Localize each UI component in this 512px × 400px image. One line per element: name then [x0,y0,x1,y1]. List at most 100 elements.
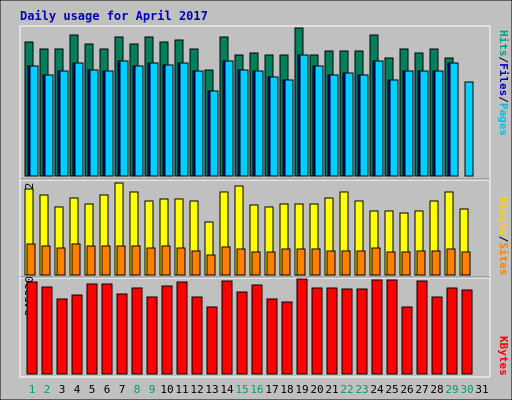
bar-bottom-kbytes-day-30 [461,289,473,375]
bar-bottom-kbytes-day-7 [116,293,128,375]
day-label-17: 17 [265,383,278,396]
bar-middle-sites-day-11 [176,247,186,276]
bar-middle-sites-day-14 [221,246,231,276]
legend-sites: Sites [497,242,510,275]
bar-bottom-kbytes-day-24 [371,279,383,375]
day-label-2: 2 [44,383,51,396]
bar-top-pages-day-4 [74,62,84,177]
bar-top-pages-day-8 [134,65,144,177]
day-labels-group: 1 2 3 4 5 6 7 8 9 10 11 12 13 14 15 16 17 18 19 20 21 22 23 24 2… [29,383,489,396]
bar-top-pages-day-18 [284,79,294,177]
bar-top-pages-day-6 [104,70,114,177]
bar-middle-sites-day-4 [71,243,81,276]
bar-bottom-kbytes-day-8 [131,287,143,375]
bar-middle-sites-day-2 [41,245,51,276]
bar-middle-sites-day-26 [401,251,411,276]
bar-bottom-kbytes-day-5 [86,283,98,375]
bar-middle-sites-day-15 [236,248,246,276]
day-label-22: 22 [340,383,353,396]
bar-bottom-kbytes-day-29 [446,287,458,375]
bar-top-pages-day-16 [254,70,264,177]
day-label-20: 20 [310,383,323,396]
legend-separator: / [497,96,510,103]
bar-middle-sites-day-9 [146,247,156,276]
bar-bottom-kbytes-day-12 [191,296,203,375]
bar-middle-sites-day-25 [386,251,396,276]
bar-bottom-kbytes-day-9 [146,296,158,375]
bar-top-pages-day-27 [419,70,429,177]
day-label-30: 30 [460,383,473,396]
bar-top-pages-day-28 [434,70,444,177]
bar-top-pages-day-7 [119,60,129,177]
bar-top-pages-day-21 [329,74,339,177]
bar-top-pages-day-3 [59,70,69,177]
bar-bottom-kbytes-day-23 [356,288,368,375]
day-label-21: 21 [325,383,338,396]
day-label-24: 24 [370,383,384,396]
day-label-18: 18 [280,383,293,396]
day-label-5: 5 [89,383,96,396]
legend-visits: Visits [497,196,510,236]
day-label-26: 26 [400,383,413,396]
bar-top-pages-day-15 [239,69,249,177]
day-label-15: 15 [235,383,248,396]
legend-top: Hits/Files/Pages [497,30,510,136]
day-label-31: 31 [475,383,488,396]
legend-middle: Visits/Sites [497,196,510,276]
legend-hits: Hits [497,30,510,57]
bar-middle-sites-day-18 [281,248,291,276]
day-label-16: 16 [250,383,263,396]
day-label-27: 27 [415,383,428,396]
day-label-28: 28 [430,383,443,396]
day-label-12: 12 [190,383,203,396]
bar-middle-sites-day-28 [431,250,441,276]
day-label-29: 29 [445,383,458,396]
bar-top-pages-day-17 [269,76,279,177]
bar-bottom-kbytes-day-13 [206,306,218,375]
legend-files: Files [497,63,510,96]
bar-top-pages-day-12 [194,70,204,177]
bars-group [24,27,474,375]
bar-top-pages-day-20 [314,65,324,177]
day-label-11: 11 [175,383,188,396]
bar-bottom-kbytes-day-1 [26,281,38,375]
bar-top-pages-day-1 [29,65,39,177]
bar-middle-sites-day-7 [116,245,126,276]
bar-bottom-kbytes-day-11 [176,281,188,375]
bar-bottom-kbytes-day-28 [431,296,443,375]
bar-middle-sites-day-3 [56,247,66,276]
bar-middle-sites-day-24 [371,247,381,276]
day-label-4: 4 [74,383,81,396]
day-label-1: 1 [29,383,36,396]
bar-bottom-kbytes-day-20 [311,287,323,375]
bar-top-pages-day-2 [44,74,54,177]
day-label-6: 6 [104,383,111,396]
bar-top-pages-day-24 [374,60,384,177]
bar-bottom-kbytes-day-15 [236,291,248,375]
legend-kbytes: KBytes [497,336,510,376]
bar-bottom-kbytes-day-18 [281,301,293,375]
legend-separator: / [497,236,510,243]
bar-middle-sites-day-16 [251,251,261,276]
day-label-25: 25 [385,383,398,396]
day-label-7: 7 [119,383,126,396]
legend-pages: Pages [497,103,510,136]
bar-middle-sites-day-5 [86,245,96,276]
legend-separator: / [497,57,510,64]
bar-top-pages-day-23 [359,74,369,177]
bar-top-pages-day-9 [149,62,159,177]
bar-top-pages-day-26 [404,70,414,177]
bar-top-pages-day-30 [464,81,474,177]
day-label-10: 10 [160,383,173,396]
bar-middle-sites-day-6 [101,245,111,276]
legend-bottom: KBytes [497,336,510,376]
bar-bottom-kbytes-day-2 [41,286,53,375]
bar-top-pages-day-19 [299,54,309,177]
bar-middle-sites-day-10 [161,245,171,276]
panel-bottom-frame [19,277,491,378]
bar-middle-sites-day-29 [446,248,456,276]
bar-top-pages-day-14 [224,60,234,177]
bar-top-pages-day-10 [164,64,174,177]
